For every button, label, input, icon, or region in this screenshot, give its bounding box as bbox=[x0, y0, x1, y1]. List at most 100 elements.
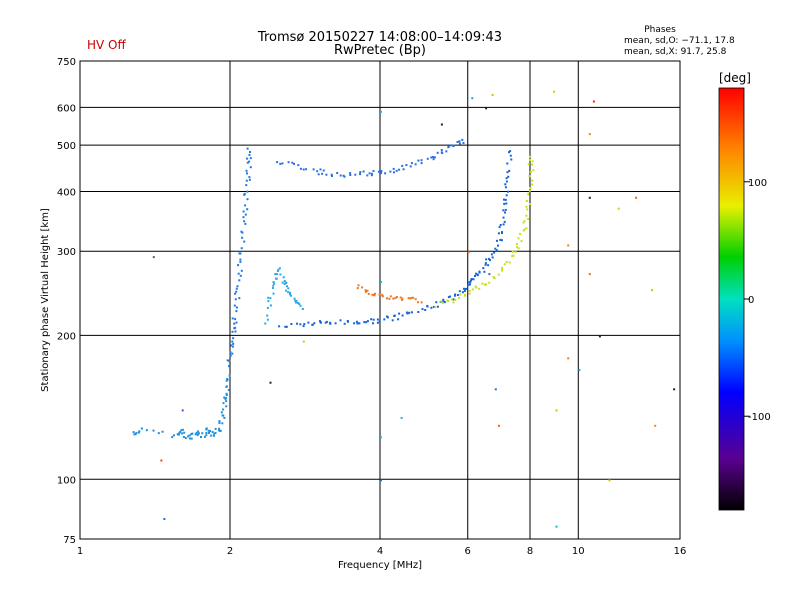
echo-point bbox=[391, 319, 394, 322]
echo-point bbox=[235, 306, 238, 309]
echo-point bbox=[469, 283, 471, 286]
echo-point bbox=[376, 318, 379, 321]
echo-point bbox=[246, 157, 249, 160]
echo-point bbox=[290, 294, 292, 297]
echo-point bbox=[440, 149, 443, 151]
echo-point bbox=[273, 282, 276, 285]
noise-point bbox=[592, 100, 595, 103]
echo-point bbox=[181, 432, 184, 435]
echo-point bbox=[249, 166, 252, 169]
echo-point bbox=[279, 162, 282, 165]
echo-point bbox=[421, 308, 424, 311]
echo-point bbox=[432, 158, 435, 161]
echo-point bbox=[356, 322, 359, 325]
echo-point bbox=[409, 297, 412, 300]
echo-point bbox=[285, 325, 288, 328]
echo-point bbox=[228, 359, 231, 362]
echo-point bbox=[392, 167, 395, 170]
echo-point bbox=[511, 255, 514, 257]
echo-point bbox=[225, 405, 228, 408]
echo-point bbox=[504, 183, 507, 186]
echo-point bbox=[184, 437, 187, 440]
echo-point bbox=[226, 359, 229, 362]
echo-point bbox=[238, 279, 241, 282]
y-tick-label: 75 bbox=[63, 535, 76, 546]
echo-point bbox=[235, 290, 238, 293]
echo-point bbox=[379, 170, 381, 173]
echo-point bbox=[231, 340, 234, 343]
echo-point bbox=[528, 175, 531, 178]
echo-point bbox=[272, 281, 275, 283]
echo-point bbox=[137, 431, 140, 434]
x-tick-label: 6 bbox=[465, 546, 471, 557]
echo-point bbox=[281, 162, 284, 165]
noise-point bbox=[471, 97, 474, 100]
echo-point bbox=[218, 422, 221, 424]
echo-point bbox=[452, 301, 455, 304]
echo-point bbox=[397, 318, 400, 321]
echo-point bbox=[474, 275, 476, 277]
echo-point bbox=[239, 274, 242, 277]
echo-point bbox=[453, 294, 456, 297]
echo-point bbox=[244, 204, 247, 207]
echo-point bbox=[485, 258, 488, 261]
echo-point bbox=[508, 169, 511, 172]
echo-point bbox=[296, 322, 298, 325]
echo-point bbox=[517, 247, 520, 250]
echo-point bbox=[346, 320, 349, 323]
echo-point bbox=[228, 374, 231, 377]
echo-point bbox=[442, 298, 445, 301]
echo-point bbox=[458, 142, 461, 145]
noise-point bbox=[651, 289, 654, 292]
echo-point bbox=[483, 270, 486, 273]
echo-point bbox=[272, 284, 275, 287]
echo-points bbox=[132, 90, 676, 528]
echo-point bbox=[152, 429, 155, 432]
echo-point bbox=[244, 213, 247, 216]
echo-point bbox=[299, 323, 302, 326]
echo-point bbox=[269, 304, 272, 307]
echo-point bbox=[471, 288, 474, 291]
echo-point bbox=[264, 322, 267, 325]
echo-point bbox=[223, 417, 226, 419]
echo-point bbox=[503, 220, 506, 223]
echo-point bbox=[503, 198, 505, 201]
echo-point bbox=[467, 283, 470, 286]
echo-point bbox=[246, 172, 248, 175]
echo-point bbox=[380, 172, 383, 175]
echo-point bbox=[246, 161, 249, 164]
echo-point bbox=[182, 436, 185, 438]
echo-point bbox=[492, 276, 495, 279]
echo-point bbox=[297, 302, 300, 304]
colorbar-ticks: 100 0 -100 bbox=[744, 178, 771, 423]
echo-point bbox=[410, 162, 413, 165]
echo-point bbox=[236, 285, 239, 288]
echo-point bbox=[527, 163, 530, 166]
noise-point bbox=[588, 133, 591, 136]
echo-point bbox=[272, 292, 275, 295]
echo-point bbox=[235, 287, 238, 290]
echo-point bbox=[493, 277, 496, 280]
echo-point bbox=[291, 161, 294, 164]
colorbar-unit-label: [deg] bbox=[719, 71, 751, 85]
noise-point bbox=[588, 273, 591, 276]
echo-point bbox=[188, 434, 191, 437]
echo-point bbox=[319, 168, 322, 171]
echo-point bbox=[276, 270, 279, 272]
echo-point bbox=[384, 172, 387, 175]
echo-point bbox=[395, 296, 398, 298]
x-tick-label: 1 bbox=[77, 546, 83, 557]
echo-point bbox=[432, 305, 435, 308]
noise-point bbox=[269, 381, 272, 384]
echo-point bbox=[243, 220, 246, 223]
echo-point bbox=[531, 183, 534, 186]
plot-frame bbox=[79, 60, 681, 540]
echo-point bbox=[505, 180, 508, 183]
echo-point bbox=[240, 247, 243, 250]
echo-point bbox=[235, 321, 238, 324]
noise-point bbox=[467, 251, 470, 254]
noise-point bbox=[555, 525, 558, 528]
echo-point bbox=[277, 268, 280, 271]
echo-point bbox=[203, 435, 206, 438]
